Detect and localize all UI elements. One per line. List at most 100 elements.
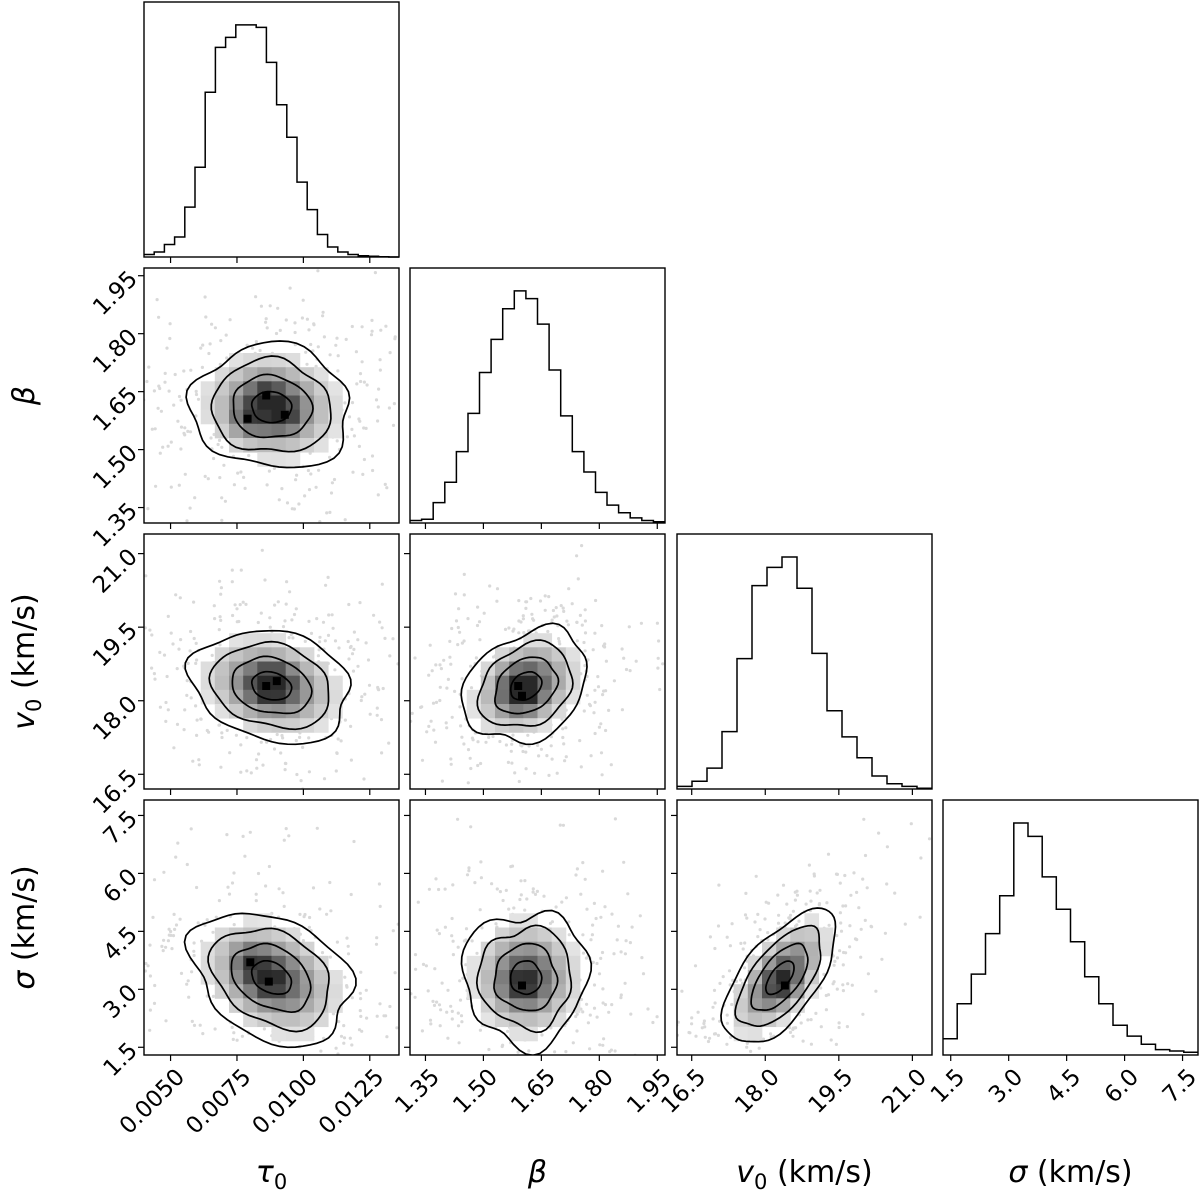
sample-point bbox=[206, 1081, 209, 1084]
sample-point bbox=[641, 972, 646, 976]
sample-point bbox=[457, 1041, 461, 1045]
sample-point bbox=[275, 732, 279, 737]
sample-point bbox=[763, 917, 767, 921]
sample-point bbox=[348, 1036, 352, 1040]
sample-point bbox=[179, 971, 184, 976]
density-cell bbox=[271, 1012, 287, 1028]
sample-point bbox=[347, 415, 352, 419]
sample-point bbox=[586, 1021, 591, 1025]
sample-point bbox=[703, 1071, 706, 1074]
sample-point bbox=[260, 1063, 263, 1066]
density-cell bbox=[328, 423, 343, 439]
sample-point bbox=[182, 728, 186, 732]
sample-point bbox=[388, 1004, 392, 1009]
sample-point bbox=[620, 708, 625, 712]
sample-point bbox=[480, 926, 484, 930]
sample-point bbox=[455, 1145, 458, 1148]
density-peak bbox=[514, 682, 523, 690]
sample-point bbox=[244, 602, 248, 607]
sample-point bbox=[519, 743, 523, 747]
sample-point bbox=[453, 689, 457, 694]
sample-point bbox=[146, 507, 150, 511]
sample-point bbox=[839, 921, 843, 925]
sample-point bbox=[434, 877, 438, 881]
sample-point bbox=[449, 757, 453, 761]
density-cell bbox=[200, 661, 216, 677]
sample-point bbox=[218, 476, 222, 480]
sample-point bbox=[498, 739, 502, 744]
contour-3sigma bbox=[476, 639, 574, 727]
sample-point bbox=[303, 639, 307, 644]
sample-point bbox=[339, 739, 343, 743]
sample-point bbox=[104, 915, 107, 918]
sample-point bbox=[531, 890, 535, 894]
sample-point bbox=[877, 831, 881, 835]
density-cell bbox=[523, 927, 538, 943]
sample-point bbox=[793, 924, 798, 928]
sample-point bbox=[300, 316, 304, 320]
x-tick-label-beta: 1.50 bbox=[448, 1064, 503, 1119]
sample-point bbox=[203, 474, 207, 478]
sample-point bbox=[607, 1010, 611, 1014]
sample-point bbox=[824, 1008, 829, 1012]
sample-point bbox=[613, 1049, 617, 1053]
sample-point bbox=[478, 1028, 482, 1032]
sample-point bbox=[863, 853, 868, 858]
sample-point bbox=[835, 872, 840, 877]
sample-point bbox=[874, 989, 878, 993]
sample-point bbox=[431, 821, 434, 824]
sample-point bbox=[264, 320, 268, 324]
sample-point bbox=[192, 636, 196, 641]
sample-point bbox=[138, 418, 141, 421]
density-cell bbox=[314, 395, 329, 411]
sample-point bbox=[834, 1042, 839, 1046]
sample-point bbox=[464, 938, 468, 942]
sample-point bbox=[371, 468, 375, 473]
sample-point bbox=[756, 912, 760, 917]
sample-point bbox=[283, 619, 287, 623]
sample-point bbox=[718, 981, 722, 986]
sample-point bbox=[788, 917, 792, 921]
sample-point bbox=[842, 950, 846, 955]
sample-point bbox=[428, 1191, 431, 1194]
sample-point bbox=[602, 1037, 606, 1041]
density-cell bbox=[299, 381, 315, 396]
density-cell bbox=[285, 998, 301, 1013]
density-cell bbox=[299, 704, 315, 719]
sample-point bbox=[307, 736, 311, 740]
sample-point bbox=[863, 918, 867, 923]
density-cell bbox=[243, 941, 258, 957]
sample-point bbox=[259, 304, 263, 308]
sample-point bbox=[165, 346, 169, 350]
density-cell bbox=[271, 984, 287, 999]
sample-point bbox=[144, 626, 147, 630]
sample-point bbox=[535, 889, 540, 894]
sample-point bbox=[458, 705, 462, 709]
sample-point bbox=[210, 322, 214, 326]
density-cell bbox=[565, 998, 581, 1013]
sample-point bbox=[138, 683, 141, 686]
sample-point bbox=[140, 948, 143, 951]
sample-point bbox=[880, 957, 884, 961]
sample-point bbox=[594, 916, 598, 921]
density-cell bbox=[229, 941, 244, 957]
sample-point bbox=[717, 883, 721, 887]
sample-point bbox=[555, 771, 559, 775]
sample-point bbox=[741, 947, 745, 951]
sample-point bbox=[849, 893, 853, 897]
sample-point bbox=[510, 761, 514, 765]
sample-point bbox=[607, 708, 611, 713]
sample-point bbox=[395, 1026, 399, 1030]
sample-point bbox=[506, 1029, 510, 1033]
sample-point bbox=[259, 611, 263, 615]
sample-point bbox=[848, 945, 852, 949]
sample-point bbox=[312, 323, 316, 327]
sample-point bbox=[429, 410, 432, 413]
sample-point bbox=[330, 481, 334, 485]
sample-point bbox=[703, 1035, 707, 1039]
sample-point bbox=[734, 979, 739, 984]
sample-point bbox=[579, 809, 582, 812]
sample-point bbox=[564, 755, 568, 759]
sample-point bbox=[695, 1058, 698, 1061]
sample-point bbox=[456, 1011, 460, 1015]
